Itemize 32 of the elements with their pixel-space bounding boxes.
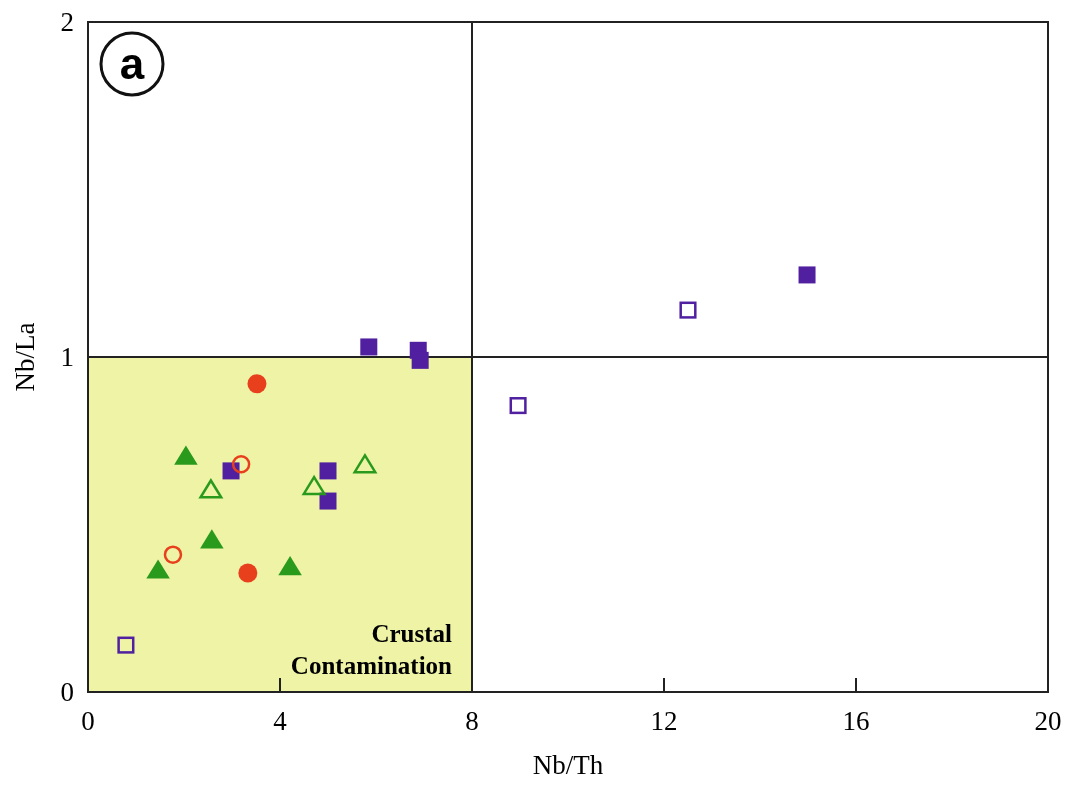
point [163,545,183,564]
point [411,351,429,369]
point [247,374,267,394]
y-tick-label: 2 [60,7,74,37]
point [319,492,337,510]
x-tick-label: 12 [650,706,678,736]
x-tick-label: 8 [465,706,479,736]
x-tick-label: 0 [81,706,95,736]
point [509,397,527,415]
point [146,559,170,579]
point [798,266,816,284]
x-tick-label: 20 [1034,706,1062,736]
y-tick-label: 0 [60,677,74,707]
x-tick-label: 16 [842,706,870,736]
point [117,636,135,654]
y-tick-label: 1 [60,342,74,372]
point [360,338,378,356]
point [353,454,377,474]
x-axis-title: Nb/Th [532,750,604,780]
x-tick-label: 4 [273,706,288,736]
point [199,479,223,499]
band-label: Crustal Contamination [290,620,453,679]
point [200,529,224,549]
point [302,475,326,496]
point [238,563,258,583]
point [174,445,198,465]
point [231,454,251,474]
annotation: a [119,39,145,88]
point [319,462,337,480]
point [278,556,302,576]
y-axis-title: Nb/La [10,322,40,392]
point [679,301,697,319]
